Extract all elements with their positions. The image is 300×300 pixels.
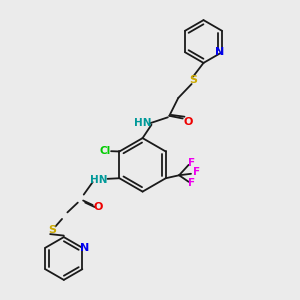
Text: F: F — [188, 178, 195, 188]
Text: N: N — [215, 47, 224, 57]
Text: Cl: Cl — [100, 146, 111, 156]
Text: S: S — [49, 225, 56, 235]
Text: O: O — [94, 202, 103, 212]
Text: N: N — [80, 243, 89, 253]
Text: HN: HN — [90, 175, 107, 185]
Text: F: F — [188, 158, 195, 168]
Text: S: S — [189, 75, 197, 85]
Text: HN: HN — [134, 118, 151, 128]
Text: O: O — [183, 117, 192, 128]
Text: F: F — [194, 167, 200, 177]
